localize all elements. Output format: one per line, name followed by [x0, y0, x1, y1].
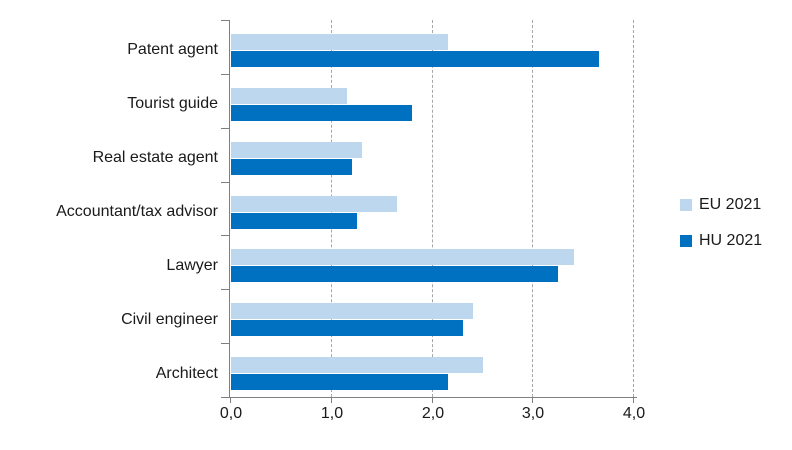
bar-eu-2021-accountant-tax-advisor: [231, 196, 397, 212]
category-label-lawyer: Lawyer: [166, 257, 218, 274]
bar-hu-2021-real-estate-agent: [231, 159, 352, 175]
category-label-accountant-tax-advisor: Accountant/tax advisor: [56, 203, 218, 220]
bar-hu-2021-lawyer: [231, 266, 558, 282]
category-label-tourist-guide: Tourist guide: [127, 95, 218, 112]
bar-eu-2021-lawyer: [231, 249, 574, 265]
y-tick-0: [221, 20, 230, 21]
category-label-architect: Architect: [155, 365, 218, 382]
gridline-3: [532, 20, 534, 397]
bar-hu-2021-tourist-guide: [231, 105, 412, 121]
legend-label-hu-2021: HU 2021: [699, 232, 763, 249]
legend-swatch-eu-2021: [680, 199, 692, 211]
x-tick-4: [633, 398, 634, 403]
bar-hu-2021-patent-agent: [231, 51, 599, 67]
legend-label-eu-2021: EU 2021: [699, 196, 762, 213]
x-tick-3: [532, 398, 534, 403]
legend-swatch-hu-2021: [680, 235, 692, 247]
x-tick-2: [431, 398, 433, 403]
x-axis-line: [221, 397, 637, 398]
y-tick-6: [221, 343, 230, 344]
x-tick-1: [330, 398, 332, 403]
category-label-patent-agent: Patent agent: [127, 41, 218, 58]
x-tick-label-3: 3,0: [521, 405, 545, 422]
y-tick-4: [221, 235, 230, 236]
legend-item-hu-2021: HU 2021: [680, 230, 790, 252]
x-tick-label-2: 2,0: [421, 405, 445, 422]
bar-eu-2021-architect: [231, 357, 483, 373]
bar-hu-2021-accountant-tax-advisor: [231, 213, 357, 229]
y-tick-2: [221, 128, 230, 129]
x-tick-label-0: 0,0: [219, 405, 243, 422]
x-tick-label-1: 1,0: [320, 405, 344, 422]
bar-hu-2021-civil-engineer: [231, 320, 463, 336]
bar-eu-2021-real-estate-agent: [231, 142, 362, 158]
y-tick-1: [221, 74, 230, 75]
category-label-real-estate-agent: Real estate agent: [92, 149, 218, 166]
x-tick-0: [230, 398, 231, 403]
y-axis-line: [229, 20, 230, 398]
gridline-4: [633, 20, 634, 397]
bar-eu-2021-patent-agent: [231, 34, 448, 50]
gridline-2: [431, 20, 433, 397]
bar-eu-2021-civil-engineer: [231, 303, 473, 319]
bar-hu-2021-architect: [231, 374, 448, 390]
bar-eu-2021-tourist-guide: [231, 88, 347, 104]
legend: EU 2021 HU 2021: [680, 194, 790, 266]
legend-item-eu-2021: EU 2021: [680, 194, 790, 216]
x-tick-label-4: 4,0: [622, 405, 646, 422]
category-label-civil-engineer: Civil engineer: [121, 311, 218, 328]
y-tick-5: [221, 289, 230, 290]
y-tick-3: [221, 182, 230, 183]
